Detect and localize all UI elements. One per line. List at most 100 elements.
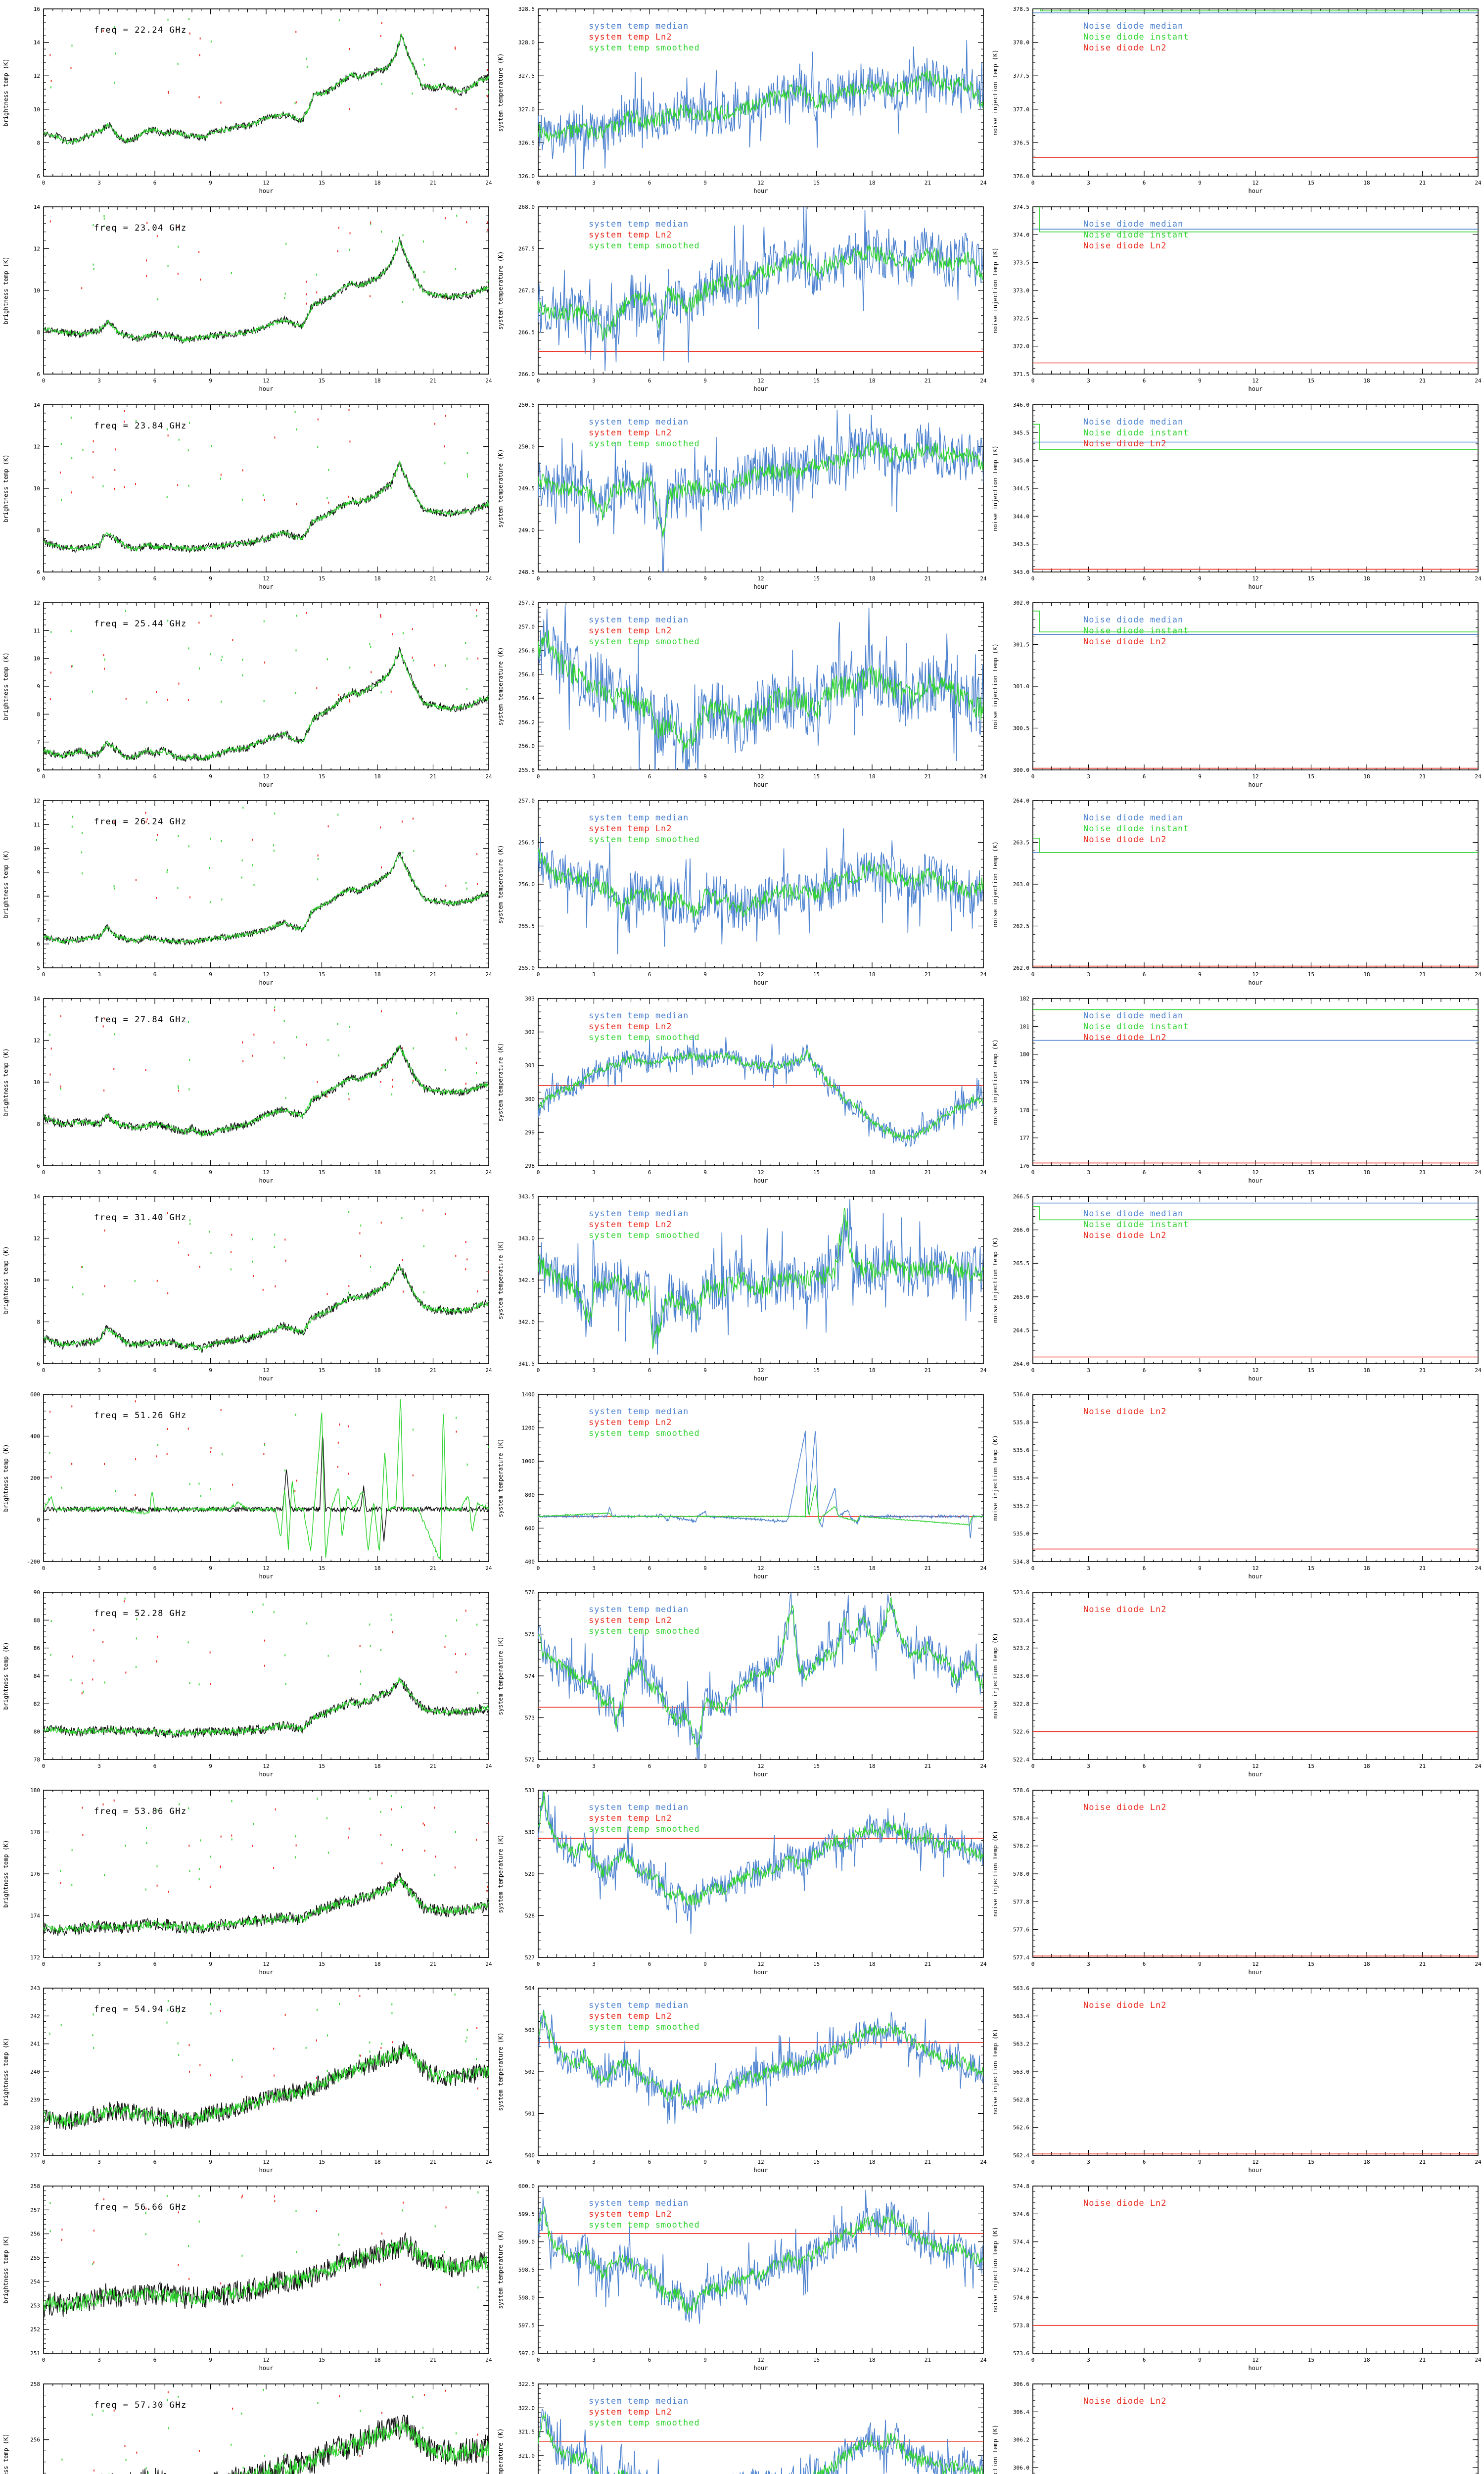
svg-text:300.5: 300.5 — [1013, 725, 1029, 732]
svg-text:0: 0 — [1031, 1763, 1035, 1769]
svg-text:0: 0 — [42, 1169, 46, 1176]
svg-text:18: 18 — [374, 773, 380, 780]
svg-text:178: 178 — [1020, 1107, 1029, 1113]
svg-text:9: 9 — [703, 1565, 707, 1571]
svg-text:hour: hour — [259, 385, 274, 392]
svg-text:hour: hour — [754, 1573, 768, 1580]
svg-text:brightness temp (K): brightness temp (K) — [2, 1048, 9, 1116]
svg-text:372.5: 372.5 — [1013, 315, 1029, 322]
svg-text:327.0: 327.0 — [518, 106, 535, 113]
svg-text:24: 24 — [485, 575, 492, 582]
svg-text:80: 80 — [34, 1729, 40, 1735]
svg-text:21: 21 — [1419, 1367, 1426, 1374]
svg-text:18: 18 — [869, 1169, 875, 1176]
svg-text:373.5: 373.5 — [1013, 260, 1029, 266]
svg-text:12: 12 — [263, 1367, 269, 1374]
svg-text:343.5: 343.5 — [518, 1193, 535, 1200]
svg-text:system temp smoothed: system temp smoothed — [589, 1428, 700, 1438]
svg-text:15: 15 — [813, 1169, 820, 1176]
svg-text:21: 21 — [1419, 971, 1426, 978]
svg-text:15: 15 — [1308, 378, 1314, 384]
svg-text:15: 15 — [813, 378, 820, 384]
svg-text:18: 18 — [1363, 773, 1370, 780]
svg-text:377.0: 377.0 — [1013, 106, 1029, 113]
svg-text:noise injection temp (K): noise injection temp (K) — [992, 49, 999, 135]
svg-text:21: 21 — [430, 773, 436, 780]
svg-text:10: 10 — [34, 656, 40, 662]
svg-text:343.5: 343.5 — [1013, 541, 1029, 548]
svg-text:system temp Ln2: system temp Ln2 — [589, 1616, 672, 1625]
svg-text:249.5: 249.5 — [518, 485, 535, 492]
svg-text:24: 24 — [485, 378, 492, 384]
svg-text:0: 0 — [1031, 1169, 1035, 1176]
svg-text:system temp median: system temp median — [589, 417, 689, 427]
svg-text:24: 24 — [1475, 1169, 1482, 1176]
svg-text:3: 3 — [1087, 773, 1090, 780]
svg-text:system temp median: system temp median — [589, 1011, 689, 1021]
svg-text:376.5: 376.5 — [1013, 140, 1029, 146]
svg-text:18: 18 — [869, 575, 875, 582]
svg-text:12: 12 — [1252, 773, 1258, 780]
panel-noise-diode-51.26GHz: 0 3 6 9 12 15 18 21 24 534.8 535.0 535.2 535.4 535.6 5… — [989, 1385, 1484, 1583]
svg-text:24: 24 — [1475, 773, 1482, 780]
panel-system-temp-25.44GHz: 0 3 6 9 12 15 18 21 24 255.8 256.0 256.2 256.4 256.6 2… — [495, 594, 989, 792]
svg-text:10: 10 — [34, 846, 40, 852]
svg-text:3: 3 — [97, 1367, 101, 1374]
svg-text:18: 18 — [1363, 378, 1370, 384]
svg-text:21: 21 — [925, 180, 931, 186]
svg-text:system temperature (K): system temperature (K) — [497, 1439, 504, 1518]
svg-text:brightness temp (K): brightness temp (K) — [2, 58, 9, 126]
svg-text:1400: 1400 — [522, 1391, 535, 1398]
svg-text:system temp smoothed: system temp smoothed — [589, 241, 700, 251]
svg-text:3: 3 — [1087, 378, 1090, 384]
svg-text:12: 12 — [757, 180, 764, 186]
svg-text:6: 6 — [153, 575, 157, 582]
svg-text:8: 8 — [37, 527, 40, 534]
svg-text:0: 0 — [42, 971, 46, 978]
svg-text:181: 181 — [1020, 1023, 1029, 1030]
svg-text:12: 12 — [757, 1367, 764, 1374]
svg-text:Noise diode instant: Noise diode instant — [1083, 32, 1189, 42]
svg-text:24: 24 — [485, 180, 492, 186]
panel-brightness-54.94GHz: 0 3 6 9 12 15 18 21 24 237 238 239 240 241 242 243 hour b… — [0, 1979, 495, 2177]
svg-text:12: 12 — [263, 180, 269, 186]
svg-text:179: 179 — [1020, 1079, 1029, 1086]
svg-text:12: 12 — [1252, 378, 1258, 384]
svg-text:302: 302 — [525, 1029, 535, 1036]
svg-text:24: 24 — [1475, 180, 1482, 186]
svg-text:344.0: 344.0 — [1013, 513, 1029, 520]
svg-text:377.5: 377.5 — [1013, 73, 1029, 79]
svg-text:0: 0 — [42, 1565, 46, 1571]
svg-text:10: 10 — [34, 1277, 40, 1284]
svg-text:176: 176 — [1020, 1163, 1029, 1169]
svg-text:0: 0 — [42, 1763, 46, 1769]
svg-text:system temp smoothed: system temp smoothed — [589, 1626, 700, 1636]
svg-text:266.0: 266.0 — [518, 371, 535, 378]
svg-text:343.0: 343.0 — [1013, 569, 1029, 575]
svg-text:21: 21 — [925, 1763, 931, 1769]
svg-text:6: 6 — [648, 1169, 651, 1176]
svg-text:system temperature (K): system temperature (K) — [497, 53, 504, 132]
panel-brightness-53.86GHz: 0 3 6 9 12 15 18 21 24 172 174 176 178 180 hour brightn… — [0, 1781, 495, 1979]
svg-text:6: 6 — [648, 180, 651, 186]
svg-text:14: 14 — [34, 402, 41, 408]
svg-text:system temp Ln2: system temp Ln2 — [589, 1220, 672, 1230]
svg-text:3: 3 — [592, 1763, 596, 1769]
svg-text:18: 18 — [374, 1169, 380, 1176]
svg-text:Noise diode Ln2: Noise diode Ln2 — [1083, 43, 1167, 53]
svg-text:3: 3 — [97, 1565, 101, 1571]
svg-text:250.0: 250.0 — [518, 444, 535, 450]
svg-text:hour: hour — [1249, 188, 1263, 194]
svg-text:575: 575 — [525, 1631, 535, 1638]
svg-text:534.8: 534.8 — [1013, 1559, 1029, 1565]
svg-text:0: 0 — [537, 378, 540, 384]
svg-text:346.0: 346.0 — [1013, 402, 1029, 408]
svg-text:21: 21 — [430, 971, 436, 978]
svg-text:noise injection temp (K): noise injection temp (K) — [992, 445, 999, 531]
svg-text:9: 9 — [1198, 1169, 1202, 1176]
svg-text:15: 15 — [1308, 575, 1314, 582]
svg-text:400: 400 — [525, 1559, 535, 1565]
svg-text:18: 18 — [869, 1565, 875, 1571]
svg-text:3: 3 — [592, 773, 596, 780]
svg-text:15: 15 — [813, 1763, 820, 1769]
